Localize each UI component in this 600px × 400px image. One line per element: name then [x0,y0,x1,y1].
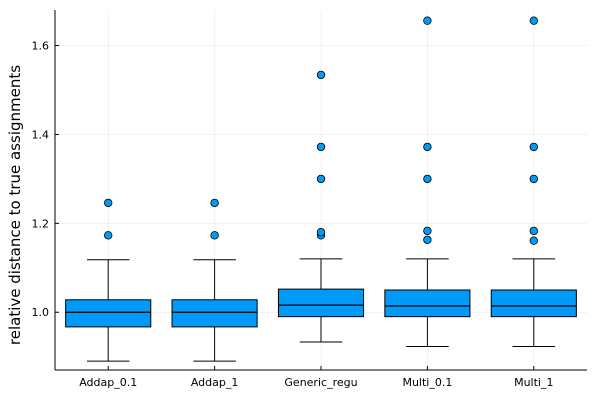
tick-labels: 1.0 1.2 1.4 1.6 Addap_0.1 Addap_1 Generic_regu… [32,40,554,389]
outlier-point [210,231,219,240]
outlier-point [423,142,432,152]
x-tick-label: Multi_1 [514,376,553,389]
outlier-point [423,235,432,244]
boxes [65,16,577,362]
outlier-point [103,231,113,240]
y-tick-label: 1.6 [32,40,50,53]
grid [55,10,587,370]
outlier-point [316,228,326,237]
outlier-point [423,226,432,236]
outlier-point [316,142,326,152]
outlier-point [210,198,219,208]
y-tick-label: 1.2 [32,217,50,230]
box-iqr [65,299,152,328]
box-Multi_1 [490,16,577,347]
box-Multi_0.1 [384,16,471,347]
box-iqr [384,289,471,318]
box-Generic_regu [277,70,365,343]
outlier-point [316,70,326,80]
y-axis-label: relative distance to true assignments [6,65,24,345]
outlier-point [423,174,432,184]
y-tick-label: 1.0 [32,306,50,319]
box-iqr [490,289,577,318]
outlier-point [529,16,538,25]
x-tick-label: Multi_0.1 [402,376,452,389]
outlier-point [316,174,326,184]
outlier-point [529,142,538,152]
x-tick-label: Generic_regu [284,376,357,389]
box-Addap_1 [171,198,258,362]
outlier-point [103,198,113,208]
box-Addap_0.1 [65,198,152,362]
outlier-point [529,174,538,184]
x-tick-label: Addap_0.1 [79,376,137,389]
box-iqr [277,288,365,318]
x-tick-label: Addap_1 [191,376,239,389]
outlier-point [529,236,538,245]
outlier-point [529,226,538,236]
y-tick-label: 1.4 [32,128,50,141]
box-iqr [171,299,258,328]
axes [54,10,587,371]
outlier-point [423,16,432,25]
